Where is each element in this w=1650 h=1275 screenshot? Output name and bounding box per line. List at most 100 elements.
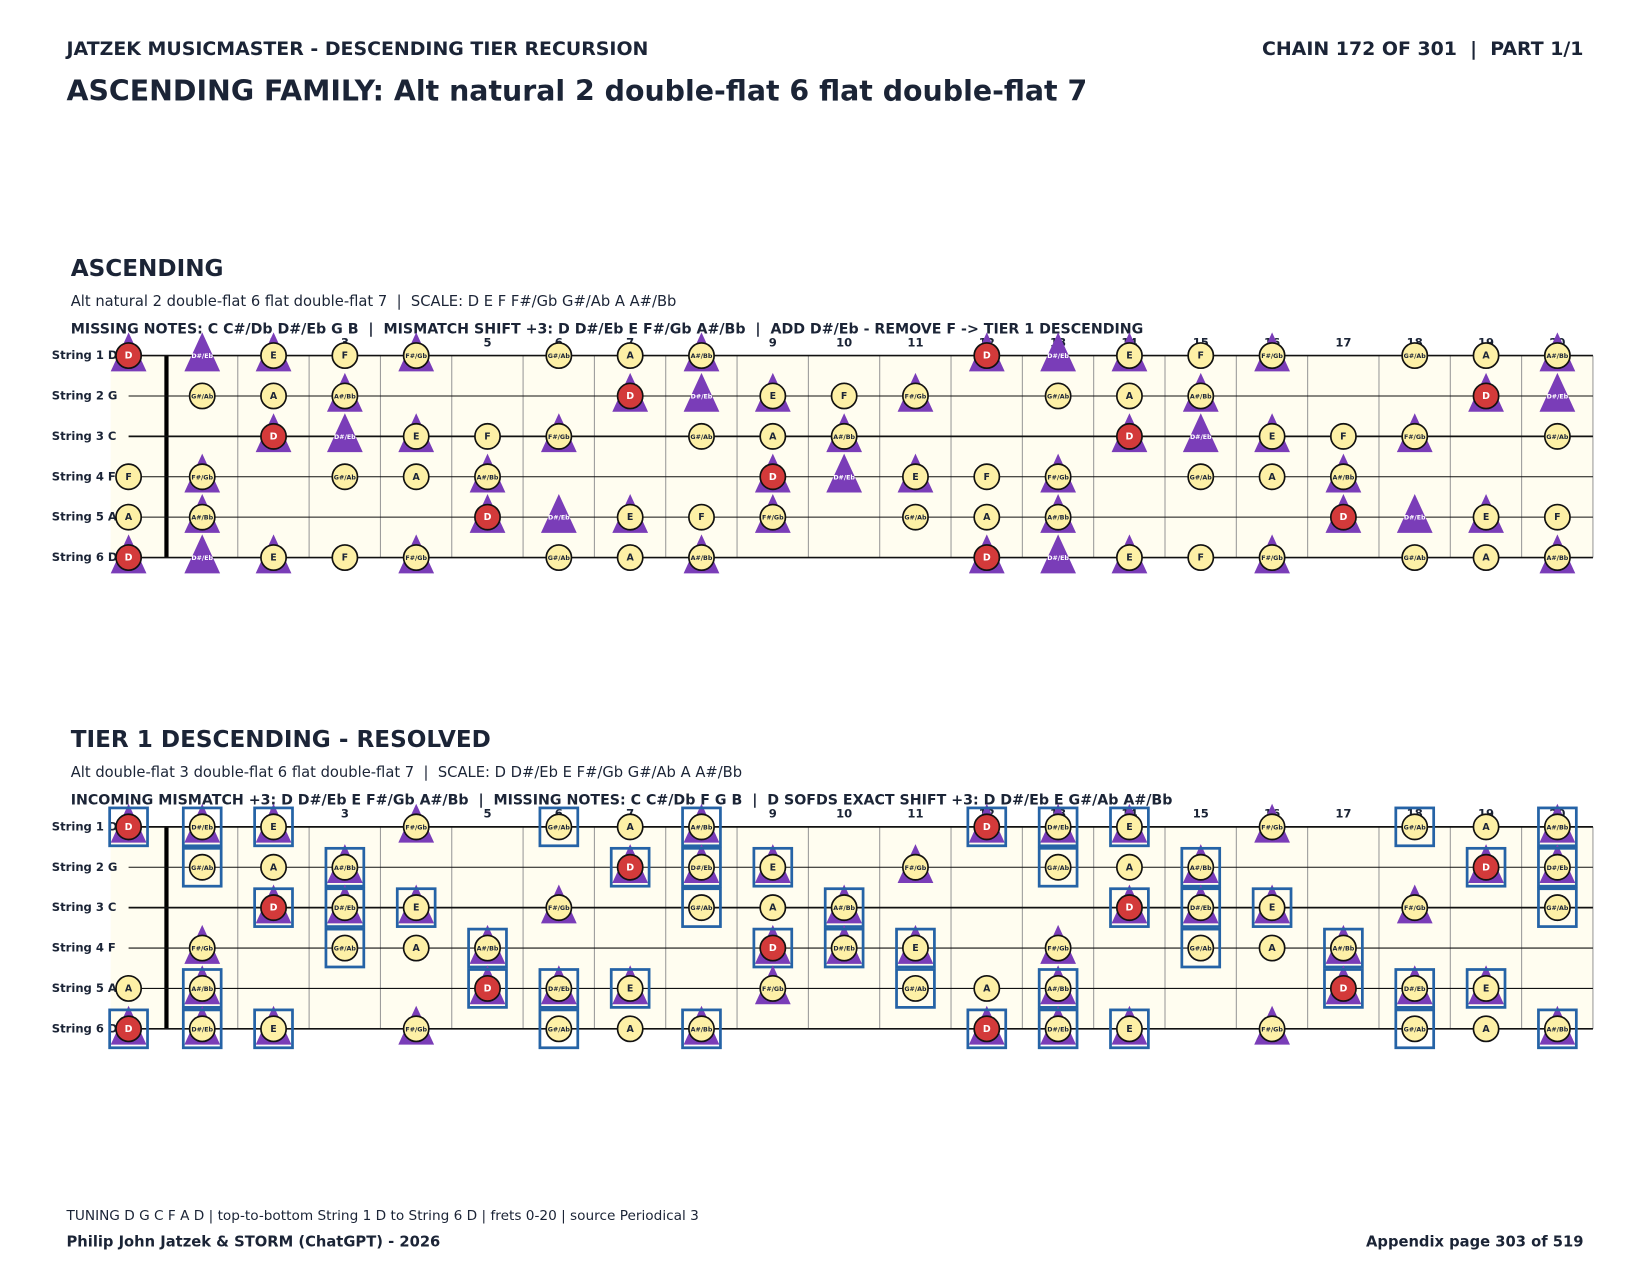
note-dot — [688, 422, 715, 450]
note-label: D#/Eb — [1047, 353, 1069, 360]
string-label: String 2 G — [52, 860, 118, 874]
note-dot — [1044, 463, 1072, 491]
exact-shift-box — [895, 968, 936, 1009]
note-marker: G#/Ab — [331, 463, 359, 491]
note-dot — [1472, 813, 1500, 841]
mismatch-triangle — [1040, 332, 1077, 372]
note-label: F#/Gb — [1261, 353, 1283, 360]
note-label: E — [912, 943, 918, 954]
note-label: E — [627, 512, 633, 523]
note-marker: D — [966, 1005, 1008, 1050]
note-label: F#/Gb — [1047, 946, 1069, 953]
note-label: F#/Gb — [1261, 824, 1283, 831]
note-marker: A#/Bb — [1539, 534, 1576, 574]
exact-shift-box — [966, 1008, 1008, 1050]
exact-shift-box — [895, 927, 936, 969]
root-dot — [474, 503, 501, 531]
note-marker: F#/Gb — [1254, 1005, 1290, 1045]
root-dot — [1472, 382, 1500, 410]
exact-shift-box — [538, 806, 580, 848]
note-marker: F#/Gb — [1254, 534, 1290, 574]
note-dot — [545, 813, 573, 841]
note-dot — [402, 463, 430, 491]
note-label: E — [270, 553, 276, 564]
note-dot — [331, 894, 359, 922]
note-label: A#/Bb — [334, 865, 356, 872]
exact-shift-box — [181, 846, 223, 888]
note-marker: D#/Eb — [683, 372, 720, 412]
footer-page: Appendix page 303 of 519 — [1366, 1233, 1583, 1250]
exact-shift-box — [324, 887, 366, 928]
root-dot — [474, 974, 501, 1002]
exact-shift-box — [681, 1008, 722, 1050]
note-label: D#/Eb — [191, 555, 213, 562]
note-label: F#/Gb — [191, 946, 213, 953]
note-label: F#/Gb — [1047, 474, 1069, 481]
note-marker: A — [1472, 544, 1500, 572]
note-marker: F#/Gb — [1040, 453, 1077, 493]
exact-shift-box — [1394, 968, 1436, 1009]
note-label: D — [1339, 512, 1347, 523]
note-dot — [973, 974, 1001, 1002]
note-label: A — [1126, 862, 1134, 873]
note-dot — [1187, 463, 1215, 491]
note-marker: A — [1258, 934, 1286, 962]
note-label: G#/Ab — [1047, 393, 1070, 400]
exact-shift-box — [538, 1008, 580, 1050]
note-label: F — [342, 553, 348, 564]
note-dot — [188, 1015, 216, 1043]
note-dot — [1115, 853, 1143, 881]
exact-shift-box — [1037, 846, 1079, 888]
note-dot — [759, 503, 787, 531]
note-label: A — [1482, 1024, 1490, 1035]
note-dot — [616, 1015, 644, 1043]
note-label: E — [270, 1024, 276, 1035]
note-label: G#/Ab — [334, 474, 357, 481]
note-label: E — [1269, 903, 1275, 914]
exact-shift-box — [1394, 806, 1436, 848]
note-label: A — [627, 1024, 635, 1035]
note-label: A — [983, 983, 991, 994]
note-dot — [1115, 1015, 1143, 1043]
note-dot — [402, 934, 430, 962]
note-marker: A#/Bb — [184, 494, 221, 533]
note-marker: E — [1468, 494, 1504, 533]
note-label: G#/Ab — [1546, 434, 1569, 441]
note-marker: D#/Eb — [1394, 965, 1436, 1009]
exact-shift-box — [1180, 927, 1222, 969]
note-label: A — [125, 512, 133, 523]
note-marker: A — [260, 382, 288, 410]
fret-number: 5 — [484, 335, 492, 349]
note-dot — [1187, 544, 1215, 572]
note-dot — [830, 934, 858, 962]
note-marker: D — [754, 453, 791, 493]
note-marker: D#/Eb — [1539, 372, 1576, 412]
note-marker: D — [1325, 494, 1362, 533]
note-label: D — [1126, 903, 1134, 914]
string-label: String 2 G — [52, 388, 118, 402]
root-dot — [759, 463, 787, 491]
note-dot — [1543, 1015, 1571, 1043]
note-dot — [474, 422, 501, 450]
note-label: A — [627, 553, 635, 564]
note-label: F#/Gb — [1261, 1026, 1283, 1033]
note-marker: A#/Bb — [181, 965, 223, 1009]
note-dot — [759, 382, 787, 410]
note-label: A — [413, 472, 421, 483]
note-marker: G#/Ab — [681, 887, 722, 928]
exact-shift-box — [1537, 887, 1578, 928]
note-label: F#/Gb — [905, 865, 927, 872]
note-marker: F — [1187, 342, 1215, 370]
note-dot — [1187, 342, 1215, 370]
string-label: String 4 F — [52, 941, 116, 955]
note-label: E — [270, 822, 276, 833]
note-dot — [759, 894, 787, 922]
note-label: D — [270, 431, 278, 442]
string-label: String 5 A — [52, 981, 117, 995]
note-label: A — [1268, 943, 1276, 954]
note-marker: A#/Bb — [467, 924, 508, 969]
note-dot — [260, 853, 288, 881]
note-dot — [1543, 813, 1571, 841]
mismatch-triangle — [683, 372, 720, 412]
page-title: ASCENDING FAMILY: Alt natural 2 double-f… — [67, 75, 1088, 108]
